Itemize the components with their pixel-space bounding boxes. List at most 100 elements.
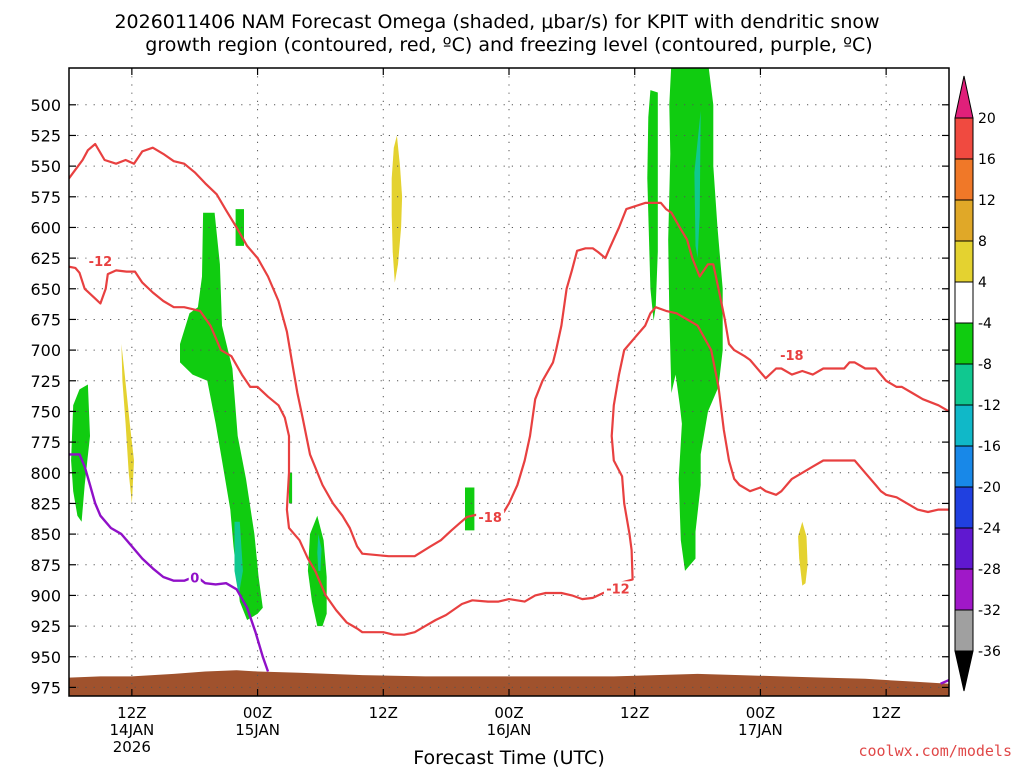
y-tick-label-525: 525	[30, 126, 61, 145]
colorbar-band-13	[954, 609, 974, 652]
credit-text: coolwx.com/models	[858, 742, 1012, 760]
omega-region-6	[307, 515, 327, 627]
x-axis-label: Forecast Time (UTC)	[413, 747, 604, 768]
colorbar-label-11: -28	[978, 562, 1001, 578]
omega-region-9	[465, 487, 475, 531]
red-contour-label-1-bg	[476, 510, 505, 525]
colorbar-label-5: -4	[978, 316, 992, 332]
omega-region-10	[647, 90, 658, 321]
colorbar-band-5	[954, 281, 974, 324]
colorbar-band-7	[954, 363, 974, 406]
colorbar-band-10	[954, 486, 974, 529]
y-tick-label-675: 675	[30, 310, 61, 329]
x-tick-label-0-1: 14JAN	[109, 721, 154, 739]
purple-contour-label: 0	[190, 571, 199, 586]
y-tick-label-900: 900	[30, 586, 61, 605]
y-axis: 500 525 550 575 600 625 650 675 700 725 750 775 800 8…	[30, 96, 949, 697]
colorbar-label-10: -24	[978, 521, 1001, 537]
colorbar-label-4: 4	[978, 275, 987, 291]
colorbar: 20 16 12 8 4 -4 -8 -12 -16 -20 -24 -28 -32 -36	[954, 75, 1001, 692]
colorbar-band-3	[954, 199, 974, 242]
y-tick-label-850: 850	[30, 525, 61, 544]
red-contour-extra-label-0: -12	[606, 582, 630, 597]
colorbar-label-2: 12	[978, 193, 996, 209]
x-tick-label-2-0: 12Z	[369, 704, 398, 722]
omega-region-3	[234, 521, 243, 596]
colorbar-label-8: -16	[978, 439, 1001, 455]
red-contour-0	[69, 142, 949, 558]
red-contour-extra-label-1: -18	[780, 349, 804, 364]
omega-region-11	[668, 68, 723, 571]
x-tick-label-4-0: 12Z	[620, 704, 649, 722]
omega-region-5	[289, 472, 293, 504]
x-tick-label-0-0: 12Z	[117, 704, 146, 722]
chart-title-line1: 2026011406 NAM Forecast Omega (shaded, μ…	[114, 11, 879, 33]
y-tick-label-950: 950	[30, 648, 61, 667]
y-tick-label-500: 500	[30, 96, 61, 115]
y-tick-label-625: 625	[30, 249, 61, 268]
red-contour-extra-label-1-bg	[777, 348, 806, 363]
x-tick-label-1-0: 00Z	[243, 704, 272, 722]
x-tick-label-1-1: 15JAN	[235, 721, 280, 739]
colorbar-label-12: -32	[978, 603, 1001, 619]
red-contour-label-1: -18	[478, 511, 502, 526]
colorbar-bottom-arrow	[954, 650, 974, 692]
y-tick-label-750: 750	[30, 402, 61, 421]
y-tick-label-725: 725	[30, 372, 61, 391]
colorbar-label-6: -8	[978, 357, 992, 373]
contour-labels-layer: -12 -18 -12 -18 0	[86, 253, 806, 597]
grid-layer	[69, 68, 949, 696]
red-contour-label-0: -12	[89, 255, 113, 270]
x-tick-label-3-1: 16JAN	[487, 721, 532, 739]
y-tick-label-975: 975	[30, 678, 61, 697]
red-contour-extra-label-0-bg	[603, 581, 632, 596]
y-tick-label-925: 925	[30, 617, 61, 636]
colorbar-band-12	[954, 568, 974, 611]
omega-region-13	[798, 521, 808, 586]
colorbar-band-11	[954, 527, 974, 570]
colorbar-label-3: 8	[978, 234, 987, 250]
x-tick-label-5-1: 17JAN	[738, 721, 783, 739]
omega-region-1	[121, 344, 134, 504]
omega-region-12	[694, 110, 701, 259]
y-tick-label-575: 575	[30, 188, 61, 207]
y-tick-label-775: 775	[30, 433, 61, 452]
y-tick-label-825: 825	[30, 494, 61, 513]
purple-contour-fragment	[940, 678, 949, 685]
omega-region-0	[71, 384, 90, 522]
colorbar-band-4	[954, 240, 974, 283]
colorbar-band-8	[954, 404, 974, 447]
purple-contour-freezing	[69, 453, 270, 672]
omega-region-2	[180, 212, 263, 620]
x-tick-label-3-0: 00Z	[494, 704, 523, 722]
x-tick-label-6-0: 12Z	[871, 704, 900, 722]
chart-title-line2: growth region (contoured, red, ºC) and f…	[145, 34, 872, 56]
colorbar-band-2	[954, 158, 974, 201]
colorbar-band-1	[954, 117, 974, 160]
colorbar-band-6	[954, 322, 974, 365]
x-tick-label-0-2: 2026	[113, 738, 151, 756]
colorbar-label-7: -12	[978, 398, 1001, 414]
x-tick-label-5-0: 00Z	[746, 704, 775, 722]
colorbar-label-1: 16	[978, 152, 996, 168]
y-tick-label-800: 800	[30, 464, 61, 483]
purple-contour-label-bg	[188, 570, 201, 585]
omega-region-7	[317, 534, 322, 571]
colorbar-top-arrow	[954, 75, 974, 119]
colorbar-band-9	[954, 445, 974, 488]
colorbar-label-9: -20	[978, 480, 1001, 496]
colorbar-label-0: 20	[978, 111, 996, 127]
y-tick-label-550: 550	[30, 157, 61, 176]
red-contour-1	[69, 265, 949, 636]
contour-layer	[69, 142, 949, 685]
red-contour-label-0-bg	[86, 253, 115, 268]
omega-region-8	[391, 135, 403, 283]
y-tick-label-600: 600	[30, 218, 61, 237]
y-tick-label-650: 650	[30, 280, 61, 299]
y-tick-label-700: 700	[30, 341, 61, 360]
y-tick-label-875: 875	[30, 556, 61, 575]
omega-shading-layer	[71, 68, 808, 627]
colorbar-label-13: -36	[978, 644, 1001, 660]
